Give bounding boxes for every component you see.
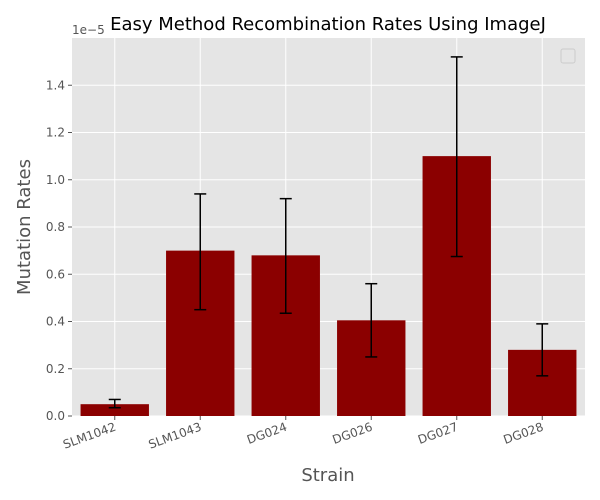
y-tick-label: 1.4 [46, 78, 65, 92]
x-tick-label: SLM1042 [61, 420, 118, 452]
legend-box [560, 48, 576, 64]
y-tick-label: 0.4 [46, 315, 65, 329]
y-tick-label: 0.0 [46, 409, 65, 423]
x-tick-label: DG026 [331, 420, 375, 447]
x-axis-ticks: SLM1042 SLM1043 DG024 DG026 DG027 DG028 [61, 416, 545, 452]
y-tick-label: 1.0 [46, 173, 65, 187]
y-tick-label: 0.6 [46, 267, 65, 281]
x-axis-label: Strain [301, 465, 354, 486]
error-bars [108, 56, 549, 409]
y-tick-label: 1.2 [46, 126, 65, 140]
bar [80, 404, 149, 416]
y-axis-label: Mutation Rates [14, 159, 35, 295]
y-tick-label: 0.8 [46, 220, 65, 234]
y-axis-ticks: 0.0 0.2 0.4 0.6 0.8 1.0 1.2 1.4 [46, 78, 72, 423]
x-tick-label: SLM1043 [147, 420, 204, 452]
x-tick-label: DG028 [502, 420, 546, 447]
x-tick-label: DG024 [245, 420, 289, 447]
y-offset-label: 1e−5 [72, 23, 105, 37]
y-tick-label: 0.2 [46, 362, 65, 376]
chart-title: Easy Method Recombination Rates Using Im… [110, 14, 546, 35]
x-tick-label: DG027 [416, 420, 460, 447]
